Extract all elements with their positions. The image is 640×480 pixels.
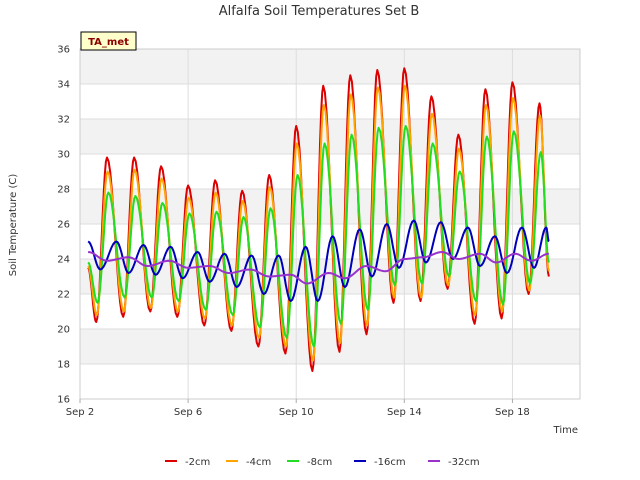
y-tick-label: 16 <box>57 395 70 406</box>
y-tick-label: 26 <box>57 220 70 231</box>
series-line-5 <box>87 251 549 285</box>
legend-item: -4cm <box>226 457 271 468</box>
legend-label: -2cm <box>185 457 210 468</box>
badge-box <box>80 31 137 51</box>
legend-label: -4cm <box>246 457 271 468</box>
x-axis-label: Time <box>553 425 578 436</box>
x-axis-ticks: Sep 2 Sep 6 Sep 10 Sep 14 Sep 18 <box>66 399 530 418</box>
x-tick-label: Sep 2 <box>66 407 94 418</box>
x-tick-label: Sep 10 <box>279 407 314 418</box>
legend-label: -16cm <box>374 457 406 468</box>
y-tick-label: 36 <box>57 45 70 56</box>
chart-title: Alfalfa Soil Temperatures Set B <box>219 4 420 19</box>
plot-frame <box>79 48 581 400</box>
y-tick-label: 20 <box>57 325 70 336</box>
plot-band <box>80 49 580 84</box>
plot-band <box>80 119 580 154</box>
legend-item: -8cm <box>287 457 332 468</box>
badge-label: TA_met <box>88 37 129 48</box>
plot-band <box>80 294 580 329</box>
legend: -2cm -4cm -8cm -16cm -32cm <box>165 457 480 468</box>
series-lines <box>87 67 550 372</box>
x-tick-label: Sep 18 <box>495 407 530 418</box>
badge: TA_met <box>80 31 137 51</box>
legend-label: -8cm <box>307 457 332 468</box>
x-tick-label: Sep 14 <box>387 407 422 418</box>
legend-label: -32cm <box>448 457 480 468</box>
legend-item: -2cm <box>165 457 210 468</box>
plot-band <box>80 364 580 399</box>
series-line-4 <box>87 219 550 302</box>
x-tick-label: Sep 6 <box>174 407 202 418</box>
y-tick-label: 22 <box>57 290 70 301</box>
y-tick-label: 24 <box>57 255 70 266</box>
plot-band <box>80 84 580 119</box>
y-tick-label: 30 <box>57 150 70 161</box>
y-axis-ticks: 16 18 20 22 24 26 28 30 32 34 36 <box>57 45 70 406</box>
series-line-3 <box>87 125 550 348</box>
y-tick-label: 32 <box>57 115 70 126</box>
y-tick-label: 28 <box>57 185 70 196</box>
y-axis-label: Soil Temperature (C) <box>8 174 19 277</box>
legend-item: -16cm <box>354 457 406 468</box>
y-tick-label: 18 <box>57 360 70 371</box>
y-tick-label: 34 <box>57 80 70 91</box>
legend-item: -32cm <box>428 457 480 468</box>
plot-band <box>80 329 580 364</box>
